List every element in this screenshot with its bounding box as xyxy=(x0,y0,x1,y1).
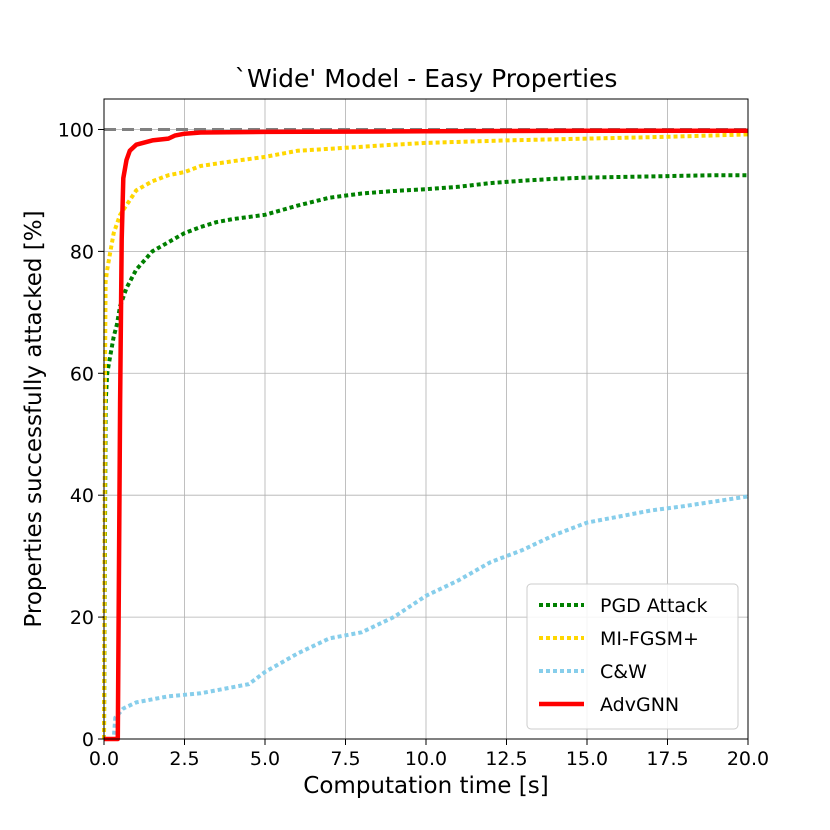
y-tick-label: 100 xyxy=(58,119,94,141)
y-tick-label: 40 xyxy=(70,485,94,507)
series-line-c-w xyxy=(104,494,749,741)
x-tick-label: 0.0 xyxy=(89,748,119,770)
legend-label: MI-FGSM+ xyxy=(600,628,699,650)
y-tick-label: 80 xyxy=(70,241,94,263)
x-tick-label: 7.5 xyxy=(330,748,360,770)
x-tick-label: 20.0 xyxy=(727,748,769,770)
legend-label: C&W xyxy=(600,661,647,683)
legend-box xyxy=(526,583,739,730)
y-tick-label: 0 xyxy=(82,729,94,751)
x-tick-label: 15.0 xyxy=(566,748,608,770)
chart-title: `Wide' Model - Easy Properties xyxy=(235,64,618,93)
x-tick-label: 10.0 xyxy=(405,748,447,770)
y-axis-label: Properties successfully attacked [%] xyxy=(21,210,47,627)
x-axis-label: Computation time [s] xyxy=(303,773,548,799)
series-group xyxy=(102,128,749,742)
legend: PGD Attack MI-FGSM+ C&W AdvGNN xyxy=(526,583,739,730)
legend-label: AdvGNN xyxy=(600,694,679,716)
ticks: 0.0 2.5 5.0 7.5 10.0 12.5 15.0 17.5 20.0 0 20 40 60 8… xyxy=(58,119,769,770)
x-tick-label: 12.5 xyxy=(485,748,527,770)
y-tick-label: 20 xyxy=(70,607,94,629)
x-tick-label: 17.5 xyxy=(646,748,688,770)
x-tick-label: 5.0 xyxy=(250,748,280,770)
series-line-pgd-attack xyxy=(102,173,748,740)
y-tick-label: 60 xyxy=(70,363,94,385)
x-tick-label: 2.5 xyxy=(169,748,199,770)
series-line-advgnn xyxy=(104,128,748,742)
series-line-mi-fgsm- xyxy=(102,132,749,740)
legend-label: PGD Attack xyxy=(600,595,708,617)
